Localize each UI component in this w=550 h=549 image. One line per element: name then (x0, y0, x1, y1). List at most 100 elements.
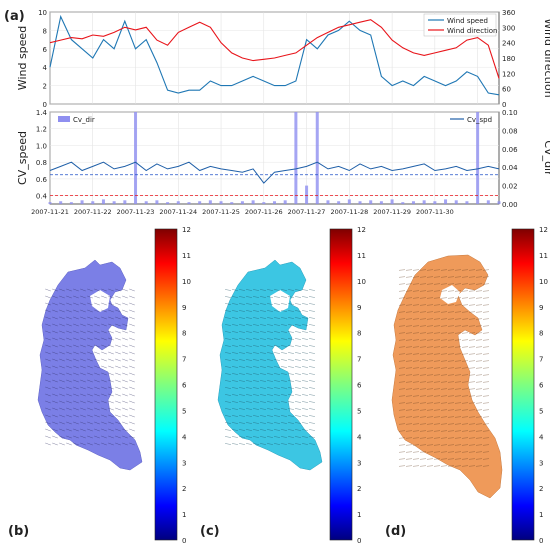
vector-arrow (66, 428, 72, 432)
vector-arrow (101, 330, 107, 334)
y2-tick-label: 300 (502, 24, 515, 32)
vector-arrow (433, 360, 441, 362)
vector-arrow (274, 429, 280, 431)
vector-arrow (461, 304, 469, 306)
lake-shape-b (37, 259, 143, 471)
vector-arrow (419, 367, 427, 369)
vector-arrow (398, 332, 406, 334)
vector-arrow (447, 388, 455, 390)
vector-arrow (440, 269, 448, 271)
vector-arrow (108, 358, 114, 362)
vector-arrow (246, 296, 252, 298)
colorbar-tick-label: 6 (539, 382, 544, 390)
vector-arrow (94, 414, 100, 418)
colorbar-gradient (511, 228, 535, 541)
vector-arrow (295, 401, 301, 403)
vector-arrow (94, 337, 100, 341)
vector-arrow (440, 353, 448, 355)
panel-label-c: (c) (200, 524, 220, 539)
vector-arrow (302, 303, 308, 305)
vector-arrow (288, 289, 294, 291)
vector-arrow (398, 353, 406, 355)
vector-arrow (447, 402, 455, 404)
vector-arrow (115, 393, 121, 397)
vector-arrow (274, 289, 280, 291)
vector-arrow (440, 297, 448, 299)
vector-arrow (66, 288, 72, 292)
vector-arrow (66, 295, 72, 299)
vector-arrow (281, 394, 287, 396)
vector-arrow (433, 374, 441, 376)
vector-arrow (101, 435, 107, 439)
vector-arrow (475, 402, 483, 404)
cv-dir-bar (273, 201, 276, 204)
vector-arrow (412, 423, 420, 425)
vector-arrow (309, 401, 315, 403)
vector-arrow (253, 317, 259, 319)
vector-arrow (274, 443, 280, 445)
vector-arrow (73, 302, 79, 306)
vector-arrow (87, 295, 93, 299)
vector-arrow (433, 318, 441, 320)
vector-arrow (80, 365, 86, 369)
y-tick-label: 10 (38, 9, 47, 17)
vector-arrow (440, 318, 448, 320)
vector-arrow (122, 414, 128, 418)
vector-arrow (440, 423, 448, 425)
vector-arrow (405, 297, 413, 299)
colorbar-tick-label: 0 (182, 537, 186, 545)
vector-arrow (461, 402, 469, 404)
vector-arrow (440, 388, 448, 390)
vector-arrow (302, 401, 308, 403)
vector-arrow (309, 394, 315, 396)
vector-arrow (253, 436, 259, 438)
vector-arrow (115, 358, 121, 362)
vector-arrow (309, 324, 315, 326)
vector-arrow (52, 323, 58, 327)
vector-arrow (66, 316, 72, 320)
colorbar-tick-label: 8 (182, 330, 186, 338)
vector-arrow (253, 366, 259, 368)
vector-arrow (73, 372, 79, 376)
y2-tick-label: 0.02 (502, 183, 518, 191)
vector-arrow (80, 372, 86, 376)
vector-arrow (52, 428, 58, 432)
vector-arrow (475, 325, 483, 327)
y2-tick-label: 0.00 (502, 201, 518, 209)
colorbar-tick-label: 4 (539, 433, 544, 441)
vector-arrow (232, 331, 238, 333)
vector-arrow (87, 323, 93, 327)
vector-arrow (59, 372, 65, 376)
vector-arrow (239, 359, 245, 361)
colorbar-tick-label: 11 (182, 252, 191, 260)
vector-arrow (239, 303, 245, 305)
vector-arrow (267, 373, 273, 375)
vector-arrow (468, 388, 476, 390)
vector-arrow (295, 324, 301, 326)
vector-arrow (412, 444, 420, 446)
vector-arrow (468, 409, 476, 411)
wind-chart-legend: Wind speed Wind direction (423, 13, 498, 37)
vector-arrow (66, 309, 72, 313)
vector-arrow (225, 436, 231, 438)
vector-arrow (419, 430, 427, 432)
vector-arrow (59, 288, 65, 292)
vector-arrow (108, 386, 114, 390)
vector-arrow (433, 332, 441, 334)
vector-arrow (412, 381, 420, 383)
vector-arrow (73, 351, 79, 355)
vector-arrow (122, 393, 128, 397)
vector-arrow (45, 442, 51, 446)
vector-arrow (274, 366, 280, 368)
cv-dir-bar (176, 201, 180, 204)
vector-arrow (398, 283, 406, 285)
colorbar-tick-label: 5 (182, 407, 186, 415)
vector-arrow (225, 338, 231, 340)
vector-arrow (302, 394, 308, 396)
vector-arrow (73, 337, 79, 341)
vector-arrow (267, 387, 273, 389)
vector-arrow (59, 323, 65, 327)
vector-arrow (412, 304, 420, 306)
